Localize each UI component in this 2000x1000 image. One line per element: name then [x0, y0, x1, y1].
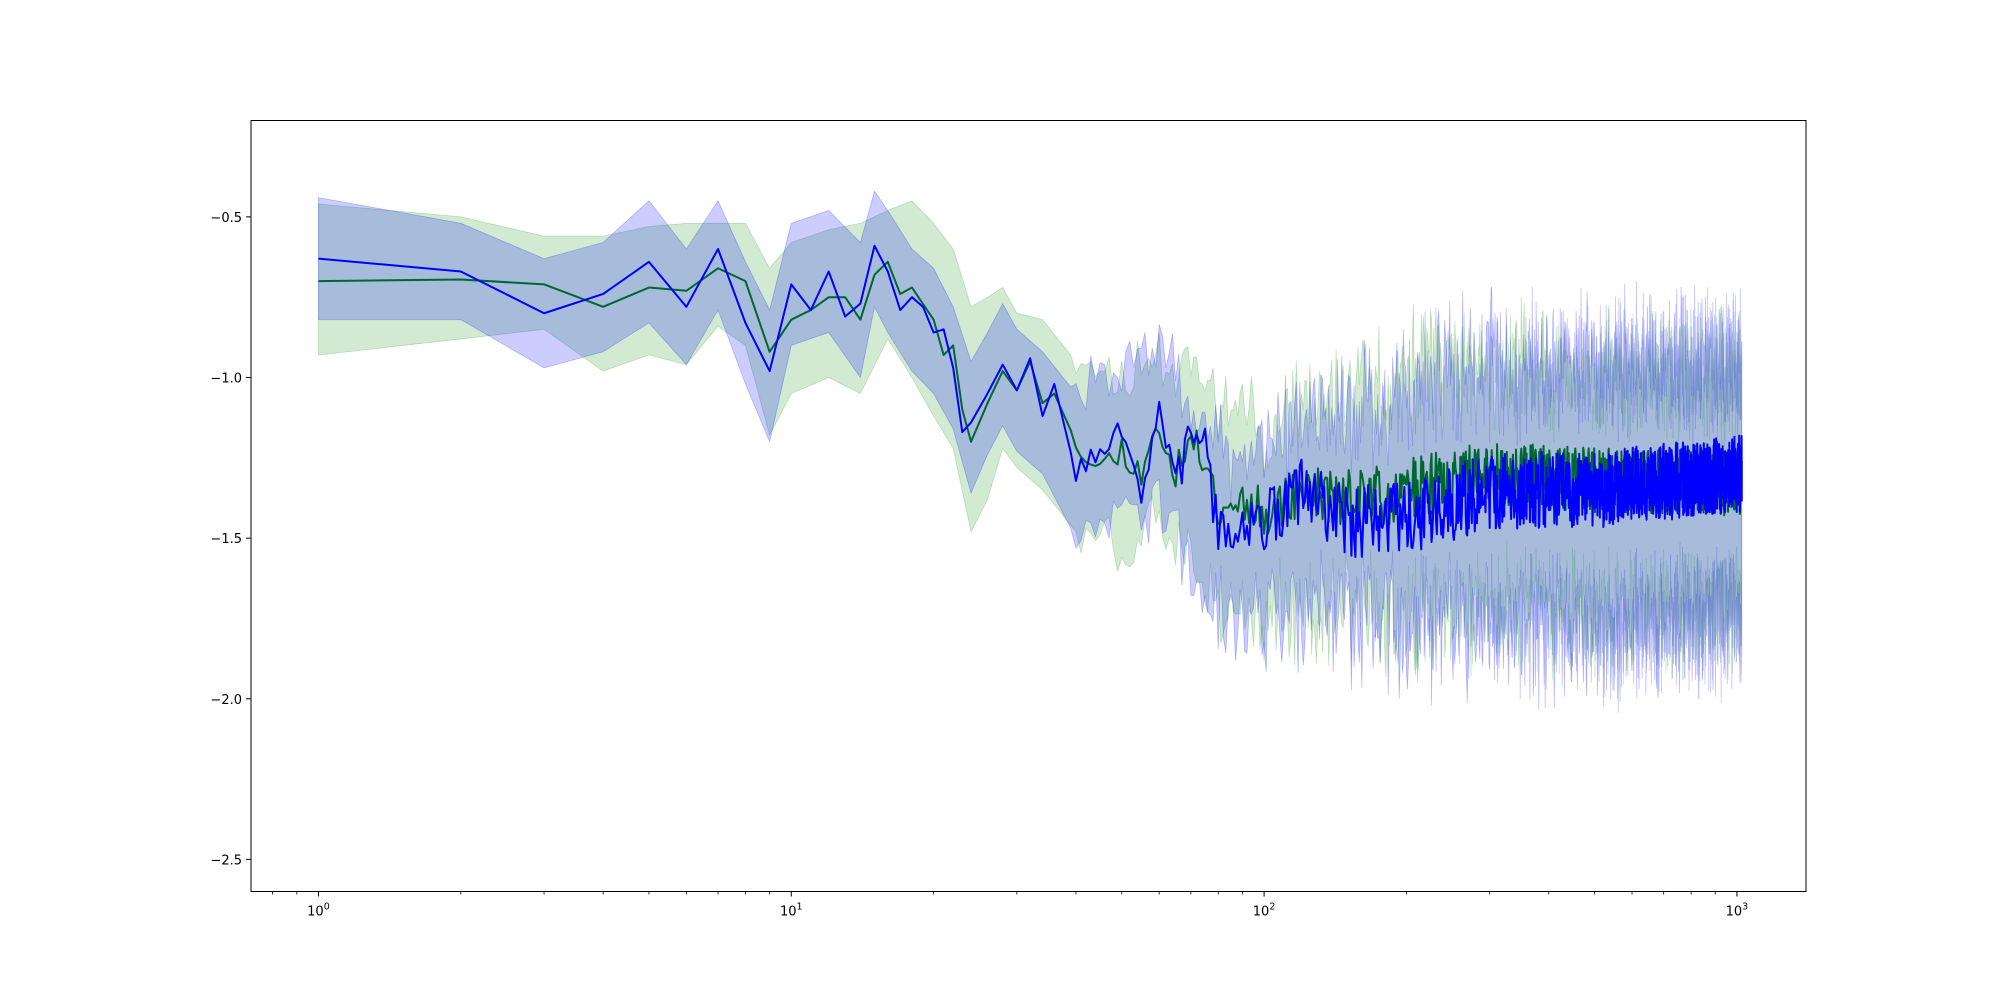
x-tick-label: 101: [780, 902, 803, 920]
y-tick-label: −1.0: [210, 372, 242, 387]
series-1-confidence-band: [318, 200, 1743, 685]
y-tick-label: −2.5: [210, 853, 242, 868]
x-tick-label: 100: [307, 902, 330, 920]
series-2-line: [318, 244, 1743, 558]
y-tick-label: −0.5: [210, 211, 242, 226]
y-tick-label: −1.5: [210, 532, 242, 547]
series-layer: [318, 190, 1743, 713]
axes: −0.5 −1.0 −1.5 −2.0 −2.5 100 101 102 103: [210, 211, 1748, 920]
x-tick-label: 103: [1726, 902, 1749, 920]
series-2-confidence-band: [318, 190, 1743, 713]
plot-frame: [250, 120, 1807, 892]
x-tick-label: 102: [1253, 902, 1276, 920]
y-tick-label: −2.0: [210, 693, 242, 708]
